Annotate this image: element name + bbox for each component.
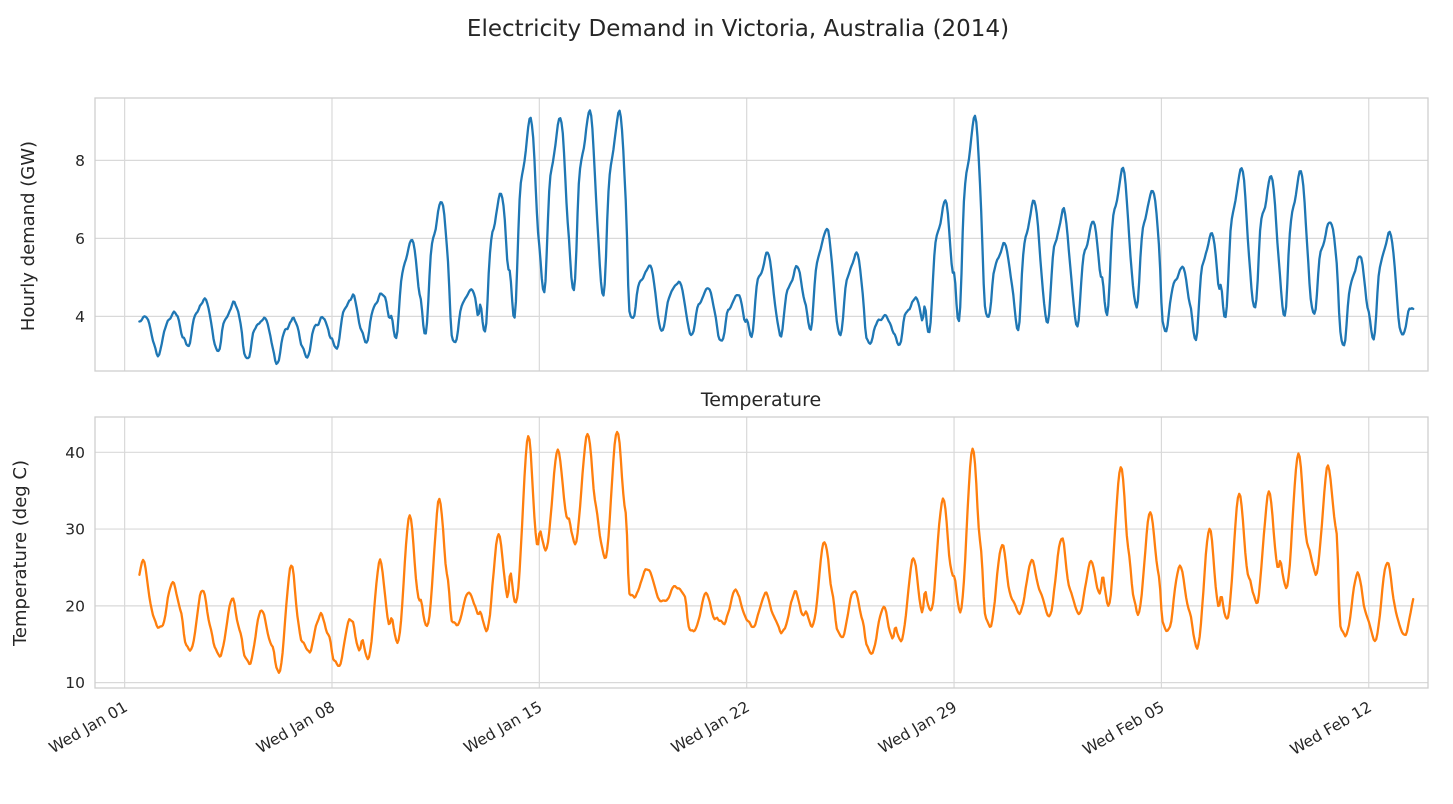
x-tick-label: Wed Jan 15 <box>461 698 546 757</box>
hourly-electricity-demand-line <box>138 109 1415 366</box>
x-tick-label: Wed Jan 08 <box>253 698 338 757</box>
demand-plot: 4 6 8 <box>75 97 1429 372</box>
y-tick-label: 6 <box>75 230 85 248</box>
y-tick-label: 8 <box>75 152 85 170</box>
plot-border <box>94 416 1429 689</box>
x-tick-label: Wed Feb 05 <box>1080 698 1168 759</box>
y-tick-label: 4 <box>75 308 85 326</box>
plot-border <box>94 97 1429 372</box>
x-tick-label: Wed Jan 22 <box>668 698 753 757</box>
x-tick-label: Wed Feb 12 <box>1287 698 1375 759</box>
temperature-y-axis-label: Temperature (deg C) <box>10 460 31 647</box>
x-tick-label: Wed Jan 29 <box>875 698 960 757</box>
temperature-line <box>138 430 1415 674</box>
y-tick-label: 10 <box>65 674 85 692</box>
temperature-plot: 10 20 30 40 Wed Jan 01 Wed Jan 08 Wed Jan 15 We… <box>46 416 1429 759</box>
y-tick-label: 20 <box>65 597 85 615</box>
temperature-subplot-title: Temperature <box>700 389 821 411</box>
y-tick-label: 40 <box>65 444 85 462</box>
demand-y-axis-label: Hourly demand (GW) <box>18 141 39 331</box>
y-tick-label: 30 <box>65 521 85 539</box>
x-tick-label: Wed Jan 01 <box>46 698 131 757</box>
main-title: Electricity Demand in Victoria, Australi… <box>467 16 1009 42</box>
